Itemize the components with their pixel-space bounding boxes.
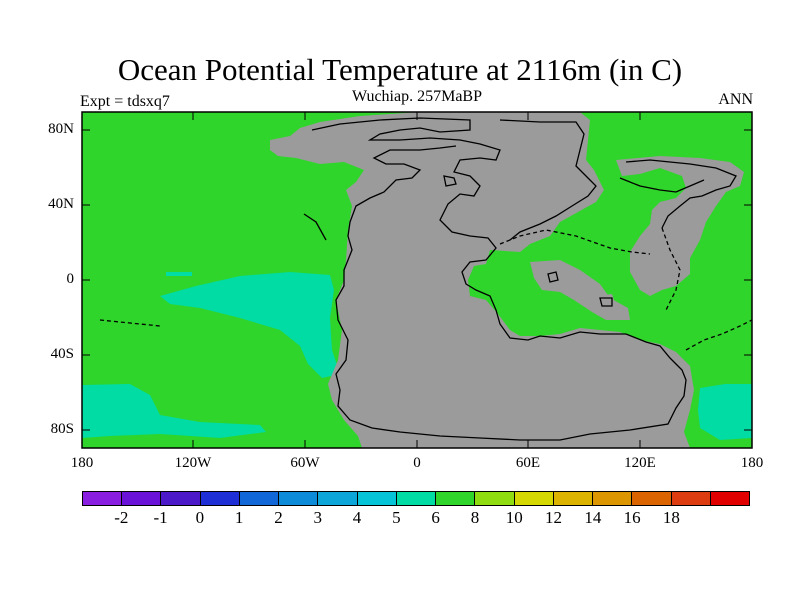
y-label-80s: 80S (50, 421, 74, 437)
ocean-cool-strip (166, 272, 192, 276)
colorbar-box (357, 492, 397, 505)
colorbar-label: 6 (431, 508, 440, 527)
colorbar-box (279, 492, 319, 505)
colorbar-box (671, 492, 711, 505)
ocean-cool-se (698, 384, 752, 440)
colorbar-label: 10 (505, 508, 523, 527)
colorbar-box (396, 492, 437, 505)
coastline-dash-west (99, 319, 161, 327)
colorbar-label: 16 (623, 508, 641, 527)
y-label-0: 0 (66, 271, 75, 287)
x-label-120w: 120W (174, 455, 212, 471)
coastline-east-2 (619, 177, 705, 193)
x-label-0: 0 (413, 455, 421, 471)
colorbar-box (475, 492, 515, 505)
ocean-cool-west (160, 272, 340, 378)
coastline-dash-mid (499, 229, 651, 255)
colorbar-label: 12 (545, 508, 563, 527)
x-label-120e: 120E (624, 455, 656, 471)
y-label-80n: 80N (48, 121, 74, 137)
season-label: ANN (718, 91, 753, 108)
experiment-label: Expt = tdsxq7 (80, 93, 170, 110)
x-ticks (81, 112, 753, 448)
colorbar-box (83, 492, 123, 505)
coastline-isle-b (599, 297, 613, 307)
coastline-west-isle (303, 213, 327, 241)
colorbar-box (161, 492, 201, 505)
colorbar-label: 0 (195, 508, 205, 527)
y-label-40n: 40N (48, 196, 74, 212)
x-label-180w: 180 (70, 455, 94, 471)
colorbar-box (436, 492, 476, 505)
colorbar-box (710, 492, 749, 505)
colorbar (82, 491, 750, 506)
colorbar-label: 1 (234, 508, 244, 527)
x-label-60w: 60W (290, 455, 320, 471)
colorbar-box (593, 492, 633, 505)
coastline-dash-east-2 (661, 227, 681, 311)
colorbar-box (632, 492, 672, 505)
coastline-lake (443, 175, 457, 187)
coastline-east (625, 159, 737, 229)
colorbar-label: 8 (470, 508, 480, 527)
colorbar-label: 18 (662, 508, 680, 527)
land-east (616, 156, 744, 296)
colorbar-label: 2 (274, 508, 283, 527)
colorbar-box (318, 492, 358, 505)
coastline-north (499, 119, 597, 241)
x-label-180e: 180 (740, 455, 764, 471)
coastlines (99, 117, 753, 441)
colorbar-label: -1 (153, 508, 168, 527)
y-ticks (82, 129, 752, 431)
colorbar-box (200, 492, 240, 505)
colorbar-label: 3 (313, 508, 323, 527)
colorbar-label: 4 (352, 508, 362, 527)
colorbar-box (122, 492, 162, 505)
x-label-60e: 60E (515, 455, 541, 471)
chart-title: Ocean Potential Temperature at 2116m (in… (117, 52, 683, 87)
coastline-main (311, 117, 687, 441)
colorbar-label: 5 (392, 508, 401, 527)
chart-subtitle: Wuchiap. 257MaBP (351, 88, 482, 105)
colorbar-box (514, 492, 554, 505)
y-label-40s: 40S (50, 346, 74, 362)
colorbar-label: -2 (114, 508, 129, 527)
coastline-isle-a (547, 271, 559, 283)
colorbar-label: 14 (584, 508, 602, 527)
coastline-dash-east (685, 319, 753, 351)
colorbar-box (239, 492, 280, 505)
colorbar-box (553, 492, 594, 505)
ocean-cool-sw (82, 384, 266, 438)
